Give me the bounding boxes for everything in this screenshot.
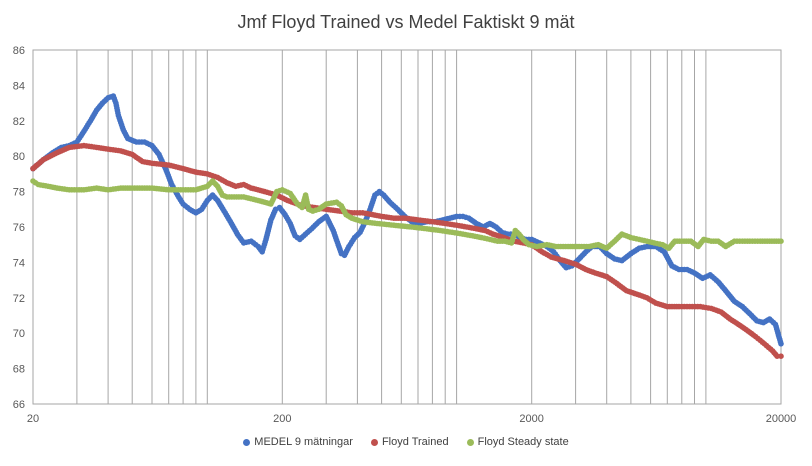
data-point	[774, 353, 780, 360]
legend: MEDEL 9 mätningar Floyd Trained Floyd St…	[0, 436, 812, 448]
y-tick-label: 72	[13, 293, 25, 305]
plot-border	[32, 49, 782, 405]
x-tick-label: 2000	[519, 413, 543, 425]
x-tick-label: 20	[27, 413, 39, 425]
x-tick-label: 20000	[766, 413, 797, 425]
y-tick-label: 80	[13, 151, 25, 163]
legend-item-medel: MEDEL 9 mätningar	[243, 436, 353, 448]
y-tick-label: 74	[13, 257, 25, 269]
data-point	[778, 353, 784, 360]
chart-title: Jmf Floyd Trained vs Medel Faktiskt 9 mä…	[237, 12, 575, 32]
y-tick-label: 84	[13, 80, 25, 92]
series-0	[30, 93, 784, 347]
y-tick-label: 70	[13, 328, 25, 340]
y-tick-label: 86	[13, 45, 25, 57]
grid	[76, 50, 707, 404]
legend-label-trained: Floyd Trained	[381, 436, 449, 448]
y-tick-label: 68	[13, 364, 25, 376]
legend-label-steady: Floyd Steady state	[477, 436, 569, 448]
data-point	[778, 238, 784, 244]
legend-label-medel: MEDEL 9 mätningar	[254, 436, 353, 448]
series-1	[30, 142, 784, 360]
x-tick-label: 200	[273, 413, 291, 425]
y-tick-label: 76	[13, 222, 25, 234]
y-tick-label: 66	[13, 399, 25, 411]
series-2	[30, 178, 784, 251]
series-group	[30, 93, 784, 360]
legend-swatch-medel	[243, 438, 251, 446]
axes: 66 68 70 72 74 76 78 80 82 84 86 20 200 2000 20000	[13, 45, 797, 425]
legend-item-steady: Floyd Steady state	[466, 436, 569, 448]
legend-swatch-trained	[370, 438, 378, 446]
legend-swatch-steady	[466, 438, 474, 446]
y-tick-label: 78	[13, 187, 25, 199]
legend-item-trained: Floyd Trained	[370, 436, 449, 448]
y-tick-label: 82	[13, 116, 25, 128]
data-point	[778, 341, 784, 347]
